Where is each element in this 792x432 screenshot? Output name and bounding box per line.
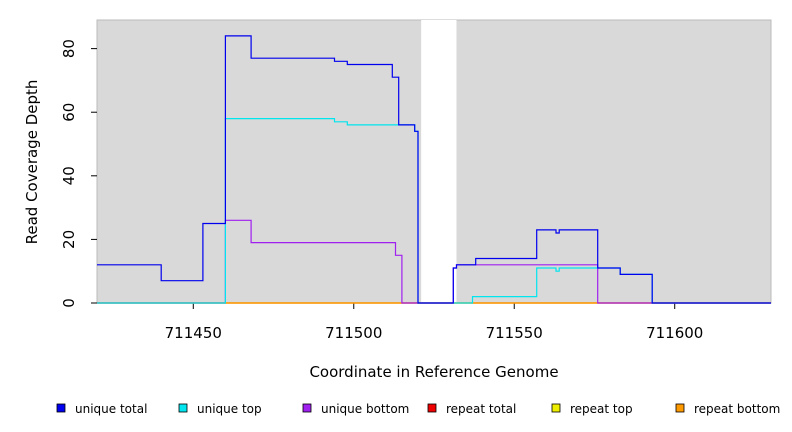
series-layer — [97, 35, 771, 304]
legend-swatch — [302, 403, 312, 413]
legend-swatch — [178, 403, 188, 413]
y-tick-label: 40 — [60, 166, 78, 185]
y-tick-label: 60 — [60, 103, 78, 122]
y-axis: 0 20 40 60 80 — [60, 39, 97, 308]
legend-label: unique top — [197, 402, 262, 416]
gap-region — [421, 20, 457, 303]
y-tick-label: 0 — [60, 298, 78, 308]
legend-label: repeat top — [570, 402, 633, 416]
series-line-unique-bottom — [97, 219, 771, 304]
y-tick-label: 80 — [60, 39, 78, 58]
legend-label: repeat total — [446, 402, 516, 416]
legend-swatch — [427, 403, 437, 413]
y-tick-label: 20 — [60, 230, 78, 249]
legend-label: repeat bottom — [694, 402, 780, 416]
series-line-unique-total — [97, 35, 771, 304]
legend: unique total unique top unique bottom repea… — [56, 402, 780, 416]
x-tick-label: 711450 — [165, 324, 222, 342]
x-tick-label: 711550 — [486, 324, 543, 342]
x-axis: 711450 711500 711550 711600 — [165, 303, 703, 342]
legend-swatch — [675, 403, 685, 413]
legend-swatch — [56, 403, 66, 413]
legend-swatch — [551, 403, 561, 413]
legend-label: unique bottom — [321, 402, 409, 416]
y-axis-title: Read Coverage Depth — [23, 80, 41, 245]
x-tick-label: 711500 — [325, 324, 382, 342]
x-tick-label: 711600 — [646, 324, 703, 342]
legend-label: unique total — [75, 402, 147, 416]
x-axis-title: Coordinate in Reference Genome — [309, 363, 558, 381]
